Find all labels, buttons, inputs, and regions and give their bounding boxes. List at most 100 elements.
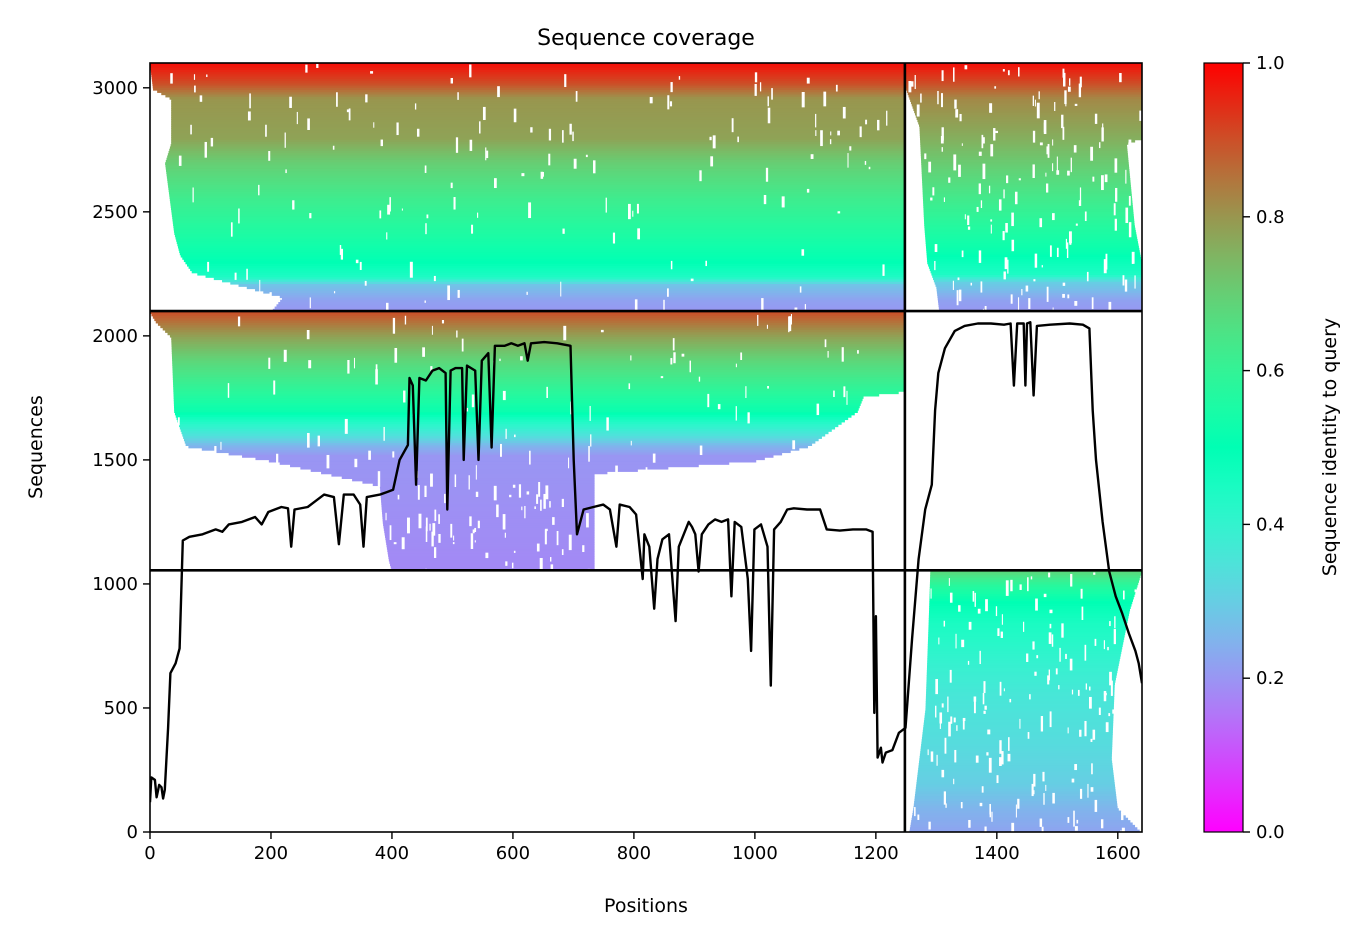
heatmap-strip — [388, 558, 595, 562]
heatmap-gap — [1007, 259, 1009, 274]
heatmap-gap — [1025, 285, 1029, 292]
heatmap-gap — [792, 440, 796, 450]
heatmap-gap — [761, 298, 764, 311]
heatmap-gap — [956, 290, 959, 306]
heatmap-strip — [926, 254, 1141, 258]
y-tick-label: 2000 — [92, 326, 138, 347]
heatmap-strip — [929, 603, 1132, 607]
heatmap-gap — [914, 807, 916, 817]
heatmap-gap — [1077, 689, 1080, 696]
heatmap-gap — [928, 161, 932, 173]
colorbar-tick-label: 0.2 — [1256, 668, 1285, 689]
heatmap-gap — [332, 145, 335, 150]
x-tick-label: 1600 — [1095, 843, 1141, 864]
heatmap-strip — [924, 232, 1137, 235]
heatmap-strip — [929, 601, 1133, 605]
heatmap-strip — [921, 162, 1129, 166]
heatmap-block-top-right — [904, 63, 1142, 322]
heatmap-gap — [486, 150, 489, 159]
heatmap-strip — [171, 121, 905, 125]
heatmap-gap — [932, 187, 935, 196]
heatmap-gap — [359, 261, 362, 270]
heatmap-gap — [1023, 621, 1025, 632]
heatmap-gap — [886, 110, 888, 126]
heatmap-gap — [1059, 647, 1061, 662]
heatmap-strip — [362, 480, 595, 484]
heatmap-gap — [521, 506, 523, 511]
heatmap-strip — [169, 96, 905, 100]
heatmap-gap — [961, 250, 964, 258]
heatmap-gap — [238, 208, 240, 224]
heatmap-gap — [502, 390, 506, 401]
heatmap-gap — [669, 101, 673, 107]
heatmap-strip — [929, 584, 1138, 588]
heatmap-gap — [1098, 707, 1101, 716]
heatmap-gap — [457, 289, 460, 298]
heatmap-gap — [249, 93, 251, 109]
heatmap-gap — [1038, 91, 1040, 100]
heatmap-strip — [909, 829, 1140, 832]
y-tick-label: 0 — [127, 822, 138, 843]
heatmap-gap — [958, 605, 961, 612]
heatmap-gap — [562, 228, 565, 234]
heatmap-strip — [917, 772, 1114, 776]
heatmap-strip — [174, 412, 855, 416]
heatmap-gap — [967, 660, 970, 665]
heatmap-gap — [404, 315, 407, 325]
heatmap-gap — [269, 292, 272, 298]
heatmap-gap — [190, 124, 192, 135]
heatmap-gap — [521, 173, 525, 177]
heatmap-gap — [457, 92, 459, 100]
heatmap-gap — [1003, 688, 1005, 692]
heatmap-gap — [979, 650, 981, 665]
heatmap-gap — [940, 136, 944, 144]
heatmap-gap — [944, 737, 947, 754]
heatmap-gap — [982, 137, 985, 144]
heatmap-gap — [545, 528, 548, 532]
heatmap-gap — [935, 678, 938, 695]
heatmap-gap — [1027, 577, 1029, 592]
heatmap-gap — [543, 493, 546, 509]
heatmap-strip — [165, 94, 905, 98]
heatmap-gap — [536, 494, 539, 504]
heatmap-strip — [173, 229, 905, 233]
heatmap-strip — [171, 141, 905, 145]
heatmap-gap — [1114, 616, 1116, 628]
heatmap-gap — [982, 693, 985, 705]
heatmap-strip — [152, 83, 905, 87]
heatmap-gap — [204, 141, 207, 158]
heatmap-gap — [847, 153, 849, 168]
colorbar-tick-label: 0.4 — [1256, 514, 1285, 535]
heatmap-gap — [978, 183, 981, 195]
heatmap-strip — [172, 377, 905, 381]
heatmap-gap — [917, 814, 920, 820]
heatmap-gap — [1125, 207, 1129, 223]
heatmap-strip — [928, 625, 1127, 628]
heatmap-strip — [167, 155, 905, 159]
heatmap-strip — [290, 464, 699, 468]
heatmap-gap — [1075, 223, 1078, 226]
heatmap-gap — [452, 542, 455, 545]
heatmap-gap — [549, 501, 551, 508]
heatmap-strip — [924, 223, 1135, 226]
heatmap-gap — [981, 786, 984, 793]
heatmap-gap — [1043, 120, 1047, 135]
heatmap-strip — [923, 200, 1133, 204]
heatmap-strip — [924, 717, 1114, 721]
heatmap-gap — [649, 97, 653, 104]
heatmap-gap — [450, 182, 453, 189]
heatmap-strip — [927, 658, 1120, 662]
heatmap-gap — [1039, 218, 1043, 228]
heatmap-gap — [497, 86, 500, 98]
heatmap-strip — [166, 173, 905, 177]
heatmap-gap — [339, 245, 342, 255]
heatmap-gap — [988, 185, 991, 194]
heatmap-gap — [936, 754, 938, 766]
heatmap-strip — [185, 261, 905, 265]
heatmap-gap — [978, 250, 982, 263]
heatmap-gap — [593, 160, 596, 174]
heatmap-gap — [670, 358, 673, 365]
heatmap-strip — [381, 506, 595, 510]
heatmap-strip — [920, 141, 1129, 145]
heatmap-gap — [1108, 301, 1112, 311]
